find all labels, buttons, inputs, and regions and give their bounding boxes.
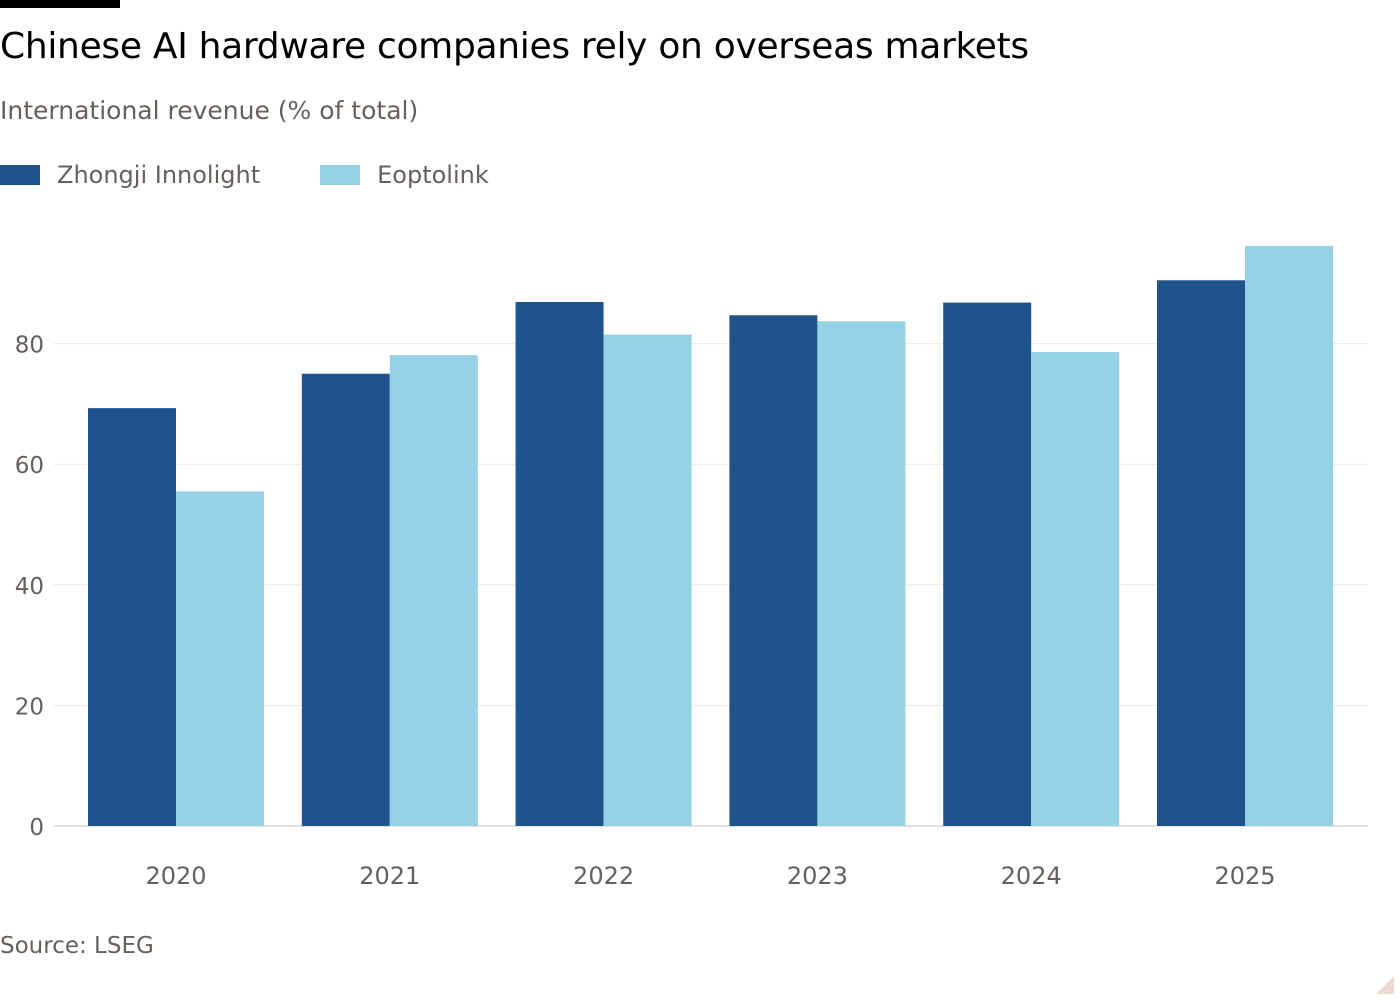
legend-item-eoptolink: Eoptolink (320, 161, 489, 189)
x-tick-label-2021: 2021 (359, 862, 420, 890)
bar-eoptolink-2021 (389, 355, 478, 826)
bar-zhongji-innolight-2025 (1157, 280, 1245, 826)
chart-legend: Zhongji Innolight Eoptolink (0, 158, 549, 192)
x-tick-label-2024: 2024 (1001, 862, 1062, 890)
corner-mark-icon (1376, 976, 1394, 994)
bar-eoptolink-2020 (176, 491, 264, 826)
source-note: Source: LSEG (0, 933, 154, 959)
legend-label-eoptolink: Eoptolink (377, 161, 489, 189)
x-tick-label-2025: 2025 (1214, 862, 1275, 890)
legend-swatch-eoptolink (320, 165, 361, 185)
bar-eoptolink-2022 (603, 334, 692, 826)
x-tick-label-2023: 2023 (787, 862, 848, 890)
bar-zhongji-innolight-2021 (301, 373, 390, 826)
y-axis-ticks: 0 20 40 60 80 (15, 333, 44, 841)
y-tick-label-80: 80 (15, 333, 44, 359)
legend-swatch-zhongji (0, 165, 40, 185)
y-tick-label-0: 0 (29, 815, 44, 841)
grid-lines (54, 343, 1368, 827)
y-tick-label-40: 40 (15, 574, 44, 600)
bar-eoptolink-2025 (1245, 245, 1333, 826)
legend-label-zhongji: Zhongji Innolight (57, 161, 261, 189)
x-tick-label-2022: 2022 (573, 862, 634, 890)
bar-eoptolink-2024 (1031, 352, 1120, 826)
bar-eoptolink-2023 (817, 321, 906, 826)
y-tick-label-60: 60 (15, 453, 44, 479)
chart-subtitle: International revenue (% of total) (0, 96, 419, 125)
x-axis-ticks: 2020 2021 2022 2023 2024 2025 (145, 862, 1275, 890)
bar-zhongji-innolight-2022 (515, 301, 604, 826)
y-tick-label-20: 20 (15, 694, 44, 720)
chart-title: Chinese AI hardware companies rely on ov… (0, 26, 1029, 67)
bar-zhongji-innolight-2020 (88, 408, 176, 826)
brand-top-bar (0, 0, 120, 8)
bar-zhongji-innolight-2023 (729, 315, 818, 826)
bar-zhongji-innolight-2024 (943, 302, 1032, 826)
bar-group (88, 245, 1333, 826)
x-tick-label-2020: 2020 (145, 862, 206, 890)
legend-item-zhongji: Zhongji Innolight (0, 161, 260, 189)
